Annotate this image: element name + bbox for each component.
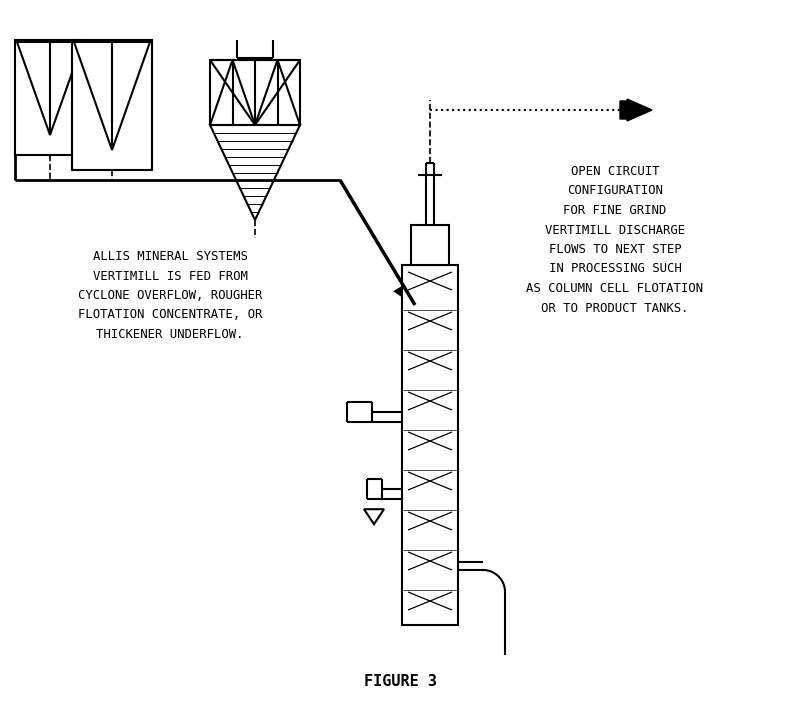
Polygon shape <box>17 42 83 135</box>
Bar <box>72 40 152 170</box>
FancyArrow shape <box>620 99 652 121</box>
Polygon shape <box>210 125 300 220</box>
Text: ALLIS MINERAL SYSTEMS
VERTIMILL IS FED FROM
CYCLONE OVERFLOW, ROUGHER
FLOTATION : ALLIS MINERAL SYSTEMS VERTIMILL IS FED F… <box>78 250 262 341</box>
Text: OPEN CIRCUIT
CONFIGURATION
FOR FINE GRIND
VERTIMILL DISCHARGE
FLOWS TO NEXT STEP: OPEN CIRCUIT CONFIGURATION FOR FINE GRIN… <box>526 165 703 315</box>
Polygon shape <box>395 281 415 305</box>
Bar <box>411 225 449 265</box>
Bar <box>402 265 458 625</box>
Bar <box>210 60 300 125</box>
Polygon shape <box>364 509 384 524</box>
Bar <box>15 40 85 155</box>
Polygon shape <box>74 42 150 150</box>
Text: FIGURE 3: FIGURE 3 <box>363 675 437 690</box>
